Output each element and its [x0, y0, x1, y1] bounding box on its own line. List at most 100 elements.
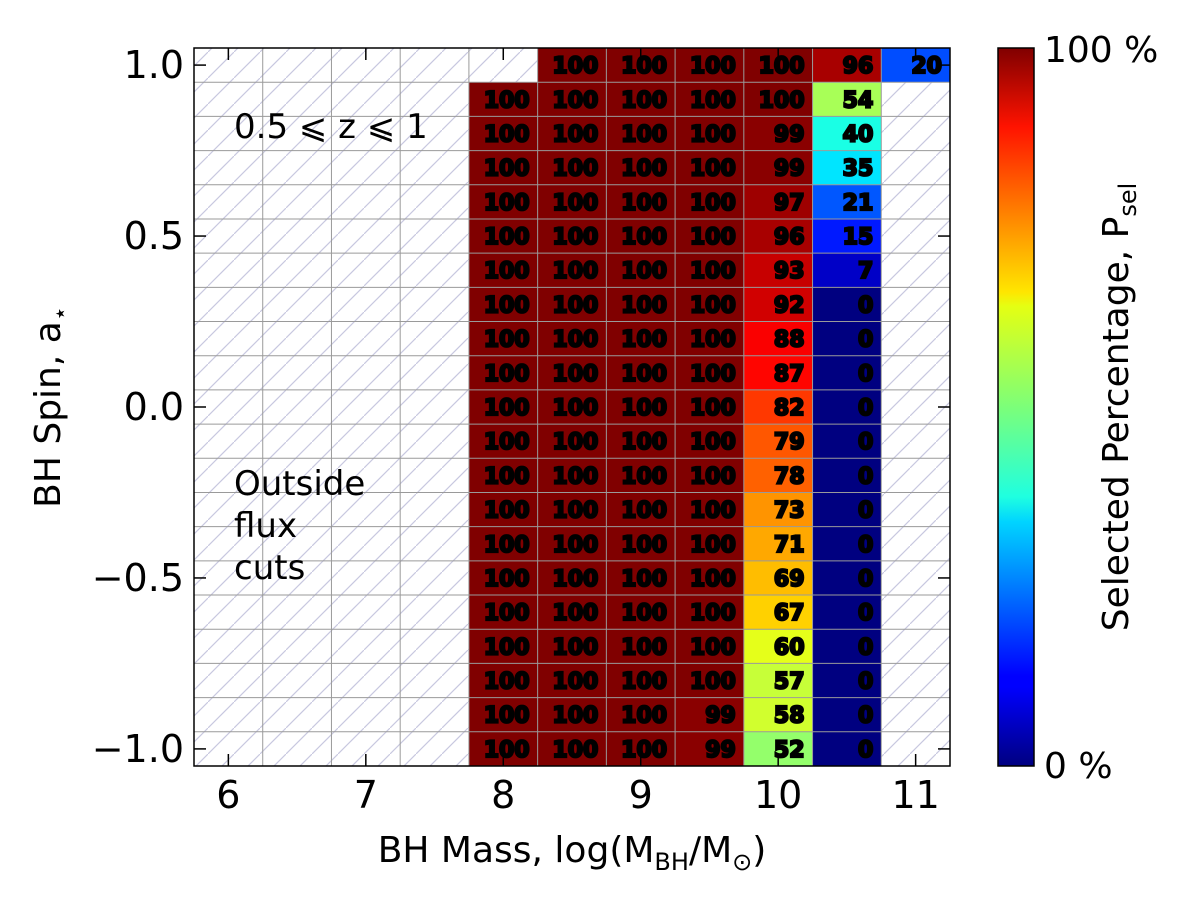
- cell-value-label: 99: [705, 704, 736, 729]
- cell-value-label: 69: [774, 567, 805, 592]
- heatmap-cell: [675, 218, 744, 254]
- heatmap-cell: [606, 629, 676, 664]
- cell-value-label: 100: [484, 738, 530, 763]
- x-tick-label: 8: [491, 773, 515, 817]
- cell-value-label: 99: [774, 157, 805, 182]
- cell-value-label: 100: [484, 430, 530, 455]
- cell-value-label: 100: [484, 191, 530, 216]
- heatmap-cell: [468, 697, 538, 732]
- heatmap-cell: [675, 321, 744, 356]
- cell-value-label: 100: [552, 362, 598, 387]
- heatmap-cell: [606, 526, 676, 561]
- cell-value-label: 100: [552, 464, 598, 489]
- cell-value-label: 100: [484, 533, 530, 558]
- heatmap-cell: [537, 458, 607, 493]
- cell-value-label: 67: [774, 601, 805, 626]
- cell-value-label: 100: [484, 157, 530, 182]
- cell-value-label: 100: [690, 635, 736, 660]
- heatmap-cell: [537, 389, 607, 425]
- cell-value-label: 71: [774, 533, 805, 558]
- heatmap-cell: [675, 663, 744, 698]
- heatmap-cell: [606, 389, 676, 425]
- heatmap-cell: [537, 424, 607, 459]
- heatmap-cell: [537, 663, 607, 698]
- cell-value-label: 100: [552, 704, 598, 729]
- cell-value-label: 100: [552, 157, 598, 182]
- cell-value-label: 0: [858, 430, 873, 455]
- cell-value-label: 58: [774, 704, 805, 729]
- heatmap-cell: [468, 424, 538, 459]
- outside-flux-line-2: flux: [234, 506, 297, 546]
- heatmap-cell: [675, 731, 744, 766]
- heatmap-cell: [743, 389, 813, 425]
- heatmap-cell: [812, 731, 882, 766]
- heatmap-cell: [537, 184, 607, 219]
- heatmap-cell: [812, 629, 882, 664]
- cell-value-label: 100: [690, 670, 736, 695]
- heatmap-cell: [468, 253, 538, 288]
- cell-value-label: 100: [484, 328, 530, 353]
- heatmap-cell: [743, 82, 813, 117]
- heatmap-cell: [675, 458, 744, 493]
- cell-value-label: 0: [858, 738, 873, 763]
- heatmap-cell: [606, 184, 676, 219]
- heatmap-cell: [606, 150, 676, 185]
- heatmap-cell: [812, 218, 882, 254]
- cell-value-label: 100: [621, 704, 667, 729]
- x-tick-label: 7: [354, 773, 378, 817]
- cell-value-label: 100: [552, 191, 598, 216]
- cell-value-label: 96: [843, 54, 874, 79]
- colorbar-min-label: 0 %: [1044, 746, 1113, 787]
- cell-value-label: 100: [621, 293, 667, 318]
- heatmap-cell: [743, 492, 813, 527]
- cell-value-label: 100: [552, 328, 598, 353]
- heatmap-cell: [743, 526, 813, 561]
- cell-value-label: 100: [621, 225, 667, 250]
- heatmap-cell: [675, 595, 744, 630]
- heatmap-cell: [675, 629, 744, 664]
- heatmap-cell: [743, 355, 813, 390]
- heatmap-cell: [675, 184, 744, 219]
- outside-flux-line-3: cuts: [234, 548, 305, 588]
- heatmap-cell: [675, 424, 744, 459]
- heatmap-cell: [812, 253, 882, 288]
- heatmap-cell: [537, 526, 607, 561]
- heatmap-cell: [537, 560, 607, 596]
- heatmap-cell: [812, 355, 882, 390]
- heatmap-cell: [537, 287, 607, 322]
- x-tick-label: 10: [754, 773, 802, 817]
- heatmap-cell: [812, 48, 882, 83]
- heatmap-cell: [812, 595, 882, 630]
- cell-value-label: 100: [621, 54, 667, 79]
- cell-value-label: 100: [484, 499, 530, 524]
- cell-value-label: 0: [858, 601, 873, 626]
- cell-value-label: 100: [690, 54, 736, 79]
- cell-value-label: 0: [858, 533, 873, 558]
- cell-value-label: 100: [690, 567, 736, 592]
- cell-value-label: 88: [774, 328, 805, 353]
- cell-value-label: 100: [621, 464, 667, 489]
- redshift-annotation: 0.5 ⩽ z ⩽ 1: [234, 107, 428, 147]
- heatmap-cell: [537, 82, 607, 117]
- cell-value-label: 100: [484, 362, 530, 387]
- cell-value-label: 93: [774, 259, 805, 284]
- heatmap-cell: [606, 560, 676, 596]
- heatmap-cell: [468, 663, 538, 698]
- cell-value-label: 100: [621, 601, 667, 626]
- cell-value-label: 100: [690, 157, 736, 182]
- cell-value-label: 7: [858, 259, 873, 284]
- heatmap-cell: [743, 697, 813, 732]
- axis-ticks: 6 7 8 9 10 111.00.50.0−0.5−1.0: [92, 43, 950, 817]
- cell-value-label: 87: [774, 362, 805, 387]
- cell-value-label: 0: [858, 293, 873, 318]
- cell-value-label: 100: [552, 533, 598, 558]
- cell-value-label: 54: [843, 88, 874, 113]
- heatmap-cell: [537, 492, 607, 527]
- cell-value-label: 0: [858, 635, 873, 660]
- y-tick-label: −0.5: [92, 556, 184, 600]
- colorbar: [997, 47, 1035, 767]
- cell-value-label: 82: [774, 396, 805, 421]
- cell-value-label: 100: [552, 430, 598, 455]
- y-tick-label: −1.0: [92, 727, 184, 771]
